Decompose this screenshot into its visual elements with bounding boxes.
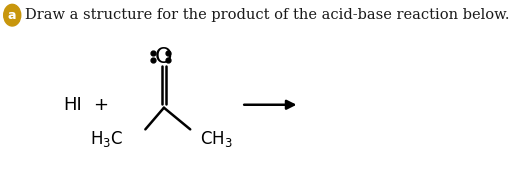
Circle shape (4, 4, 21, 26)
Text: Draw a structure for the product of the acid-base reaction below.: Draw a structure for the product of the … (24, 8, 508, 22)
Text: HI: HI (63, 96, 82, 114)
Text: a: a (8, 9, 16, 22)
Text: +: + (93, 96, 108, 114)
Text: CH$_3$: CH$_3$ (199, 129, 232, 149)
Text: H$_3$C: H$_3$C (90, 129, 124, 149)
Text: O: O (155, 46, 173, 67)
